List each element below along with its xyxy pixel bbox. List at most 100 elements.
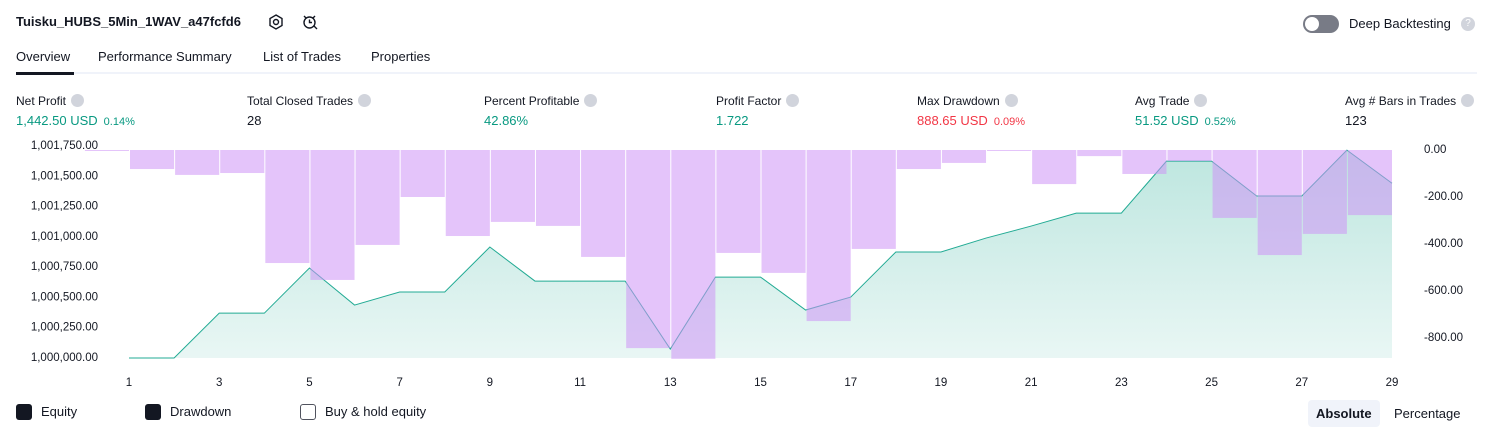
- drawdown-bar: [535, 150, 581, 226]
- info-icon[interactable]: [1194, 94, 1208, 107]
- stat-label-text: Avg # Bars in Trades: [1345, 94, 1457, 108]
- alert-icon[interactable]: [302, 14, 318, 30]
- x-tick-label: 1: [126, 377, 132, 389]
- drawdown-bar: [1122, 150, 1167, 174]
- legend-item[interactable]: Drawdown: [145, 404, 231, 420]
- drawdown-bar: [265, 150, 310, 264]
- stat-label-text: Net Profit: [16, 94, 67, 108]
- strategy-title: Tuisku_HUBS_5Min_1WAV_a47fcfd6: [16, 14, 241, 29]
- x-tick-label: 3: [216, 377, 222, 389]
- info-icon[interactable]: [786, 94, 800, 107]
- mode-button[interactable]: Absolute: [1308, 400, 1380, 427]
- stat-label-text: Avg Trade: [1135, 94, 1190, 108]
- stat-label: Max Drawdown: [917, 94, 1018, 108]
- settings-icon[interactable]: [268, 14, 284, 30]
- y-tick-label: 1,001,000.00: [31, 231, 98, 243]
- y-tick-label: 1,000,500.00: [31, 291, 98, 303]
- drawdown-bar: [445, 150, 490, 237]
- stat-label: Avg Trade: [1135, 94, 1208, 108]
- x-tick-label: 23: [1115, 377, 1128, 389]
- y-tick-label: 1,001,250.00: [31, 201, 98, 213]
- x-tick-label: 17: [844, 377, 857, 389]
- drawdown-bar: [84, 150, 129, 151]
- stat-value: 1.722: [716, 113, 749, 128]
- stat-value: 51.52 USD 0.52%: [1135, 113, 1236, 128]
- tab[interactable]: Overview: [16, 49, 71, 64]
- info-icon[interactable]: [584, 94, 598, 107]
- drawdown-bar: [626, 150, 671, 349]
- drawdown-bar: [716, 150, 761, 253]
- stat-value-text: 42.86%: [484, 113, 529, 128]
- stat-label-text: Profit Factor: [716, 94, 782, 108]
- drawdown-bar: [490, 150, 535, 222]
- stat-value: 28: [247, 113, 261, 128]
- legend-label: Drawdown: [170, 404, 232, 419]
- stat-label: Avg # Bars in Trades: [1345, 94, 1475, 108]
- info-icon[interactable]: [1004, 94, 1018, 107]
- y2-tick-label: -400.00: [1424, 238, 1463, 250]
- stat-value-text: 1,442.50 USD: [16, 113, 98, 128]
- stat-change: 0.52%: [1204, 116, 1236, 128]
- drawdown-bar: [1212, 150, 1257, 218]
- x-tick-label: 29: [1386, 377, 1399, 389]
- drawdown-bar: [1167, 150, 1212, 162]
- drawdown-bar: [220, 150, 265, 174]
- drawdown-bar: [400, 150, 445, 197]
- drawdown-bar: [941, 150, 987, 163]
- x-tick-label: 5: [306, 377, 312, 389]
- tab-separator: [16, 72, 1477, 74]
- stat-label-text: Total Closed Trades: [247, 94, 354, 108]
- drawdown-bar: [1257, 150, 1302, 256]
- drawdown-bar: [175, 150, 220, 175]
- info-icon[interactable]: [358, 94, 372, 107]
- stat-label-text: Max Drawdown: [917, 94, 1000, 108]
- stat-label: Profit Factor: [716, 94, 800, 108]
- stat-value: 888.65 USD 0.09%: [917, 113, 1025, 128]
- x-tick-label: 9: [487, 377, 493, 389]
- stat-value: 123: [1345, 113, 1367, 128]
- y2-tick-label: -800.00: [1424, 332, 1463, 344]
- tab[interactable]: List of Trades: [263, 49, 342, 64]
- stat-label: Total Closed Trades: [247, 94, 372, 108]
- drawdown-bar: [1347, 150, 1392, 216]
- x-tick-label: 25: [1205, 377, 1218, 389]
- drawdown-bar: [806, 150, 851, 322]
- legend-item[interactable]: Buy & hold equity: [300, 404, 426, 420]
- help-icon[interactable]: ?: [1461, 17, 1475, 31]
- stat-value: 1,442.50 USD 0.14%: [16, 113, 135, 128]
- x-tick-label: 27: [1295, 377, 1308, 389]
- mode-button[interactable]: Percentage: [1394, 406, 1461, 421]
- info-icon[interactable]: [71, 94, 85, 107]
- stat-label-text: Percent Profitable: [484, 94, 580, 108]
- drawdown-bar: [851, 150, 896, 249]
- tab[interactable]: Performance Summary: [98, 49, 232, 64]
- drawdown-bar: [355, 150, 400, 245]
- legend-label: Buy & hold equity: [325, 404, 427, 419]
- y-tick-label: 1,000,000.00: [31, 352, 98, 364]
- x-tick-label: 13: [664, 377, 677, 389]
- legend-item[interactable]: Equity: [16, 404, 77, 420]
- drawdown-bar: [130, 150, 175, 170]
- y2-tick-label: -600.00: [1424, 285, 1463, 297]
- y2-tick-label: -200.00: [1424, 191, 1463, 203]
- drawdown-bar: [761, 150, 806, 273]
- y-tick-label: 1,000,750.00: [31, 261, 98, 273]
- x-tick-label: 7: [396, 377, 402, 389]
- stat-change: 0.09%: [993, 116, 1026, 128]
- x-tick-label: 21: [1025, 377, 1038, 389]
- deep-backtesting-toggle[interactable]: [1303, 15, 1339, 33]
- info-icon[interactable]: [1461, 94, 1475, 107]
- toggle-label: Deep Backtesting: [1349, 16, 1451, 31]
- tab[interactable]: Properties: [371, 49, 431, 64]
- drawdown-bar: [1032, 150, 1077, 185]
- x-tick-label: 15: [754, 377, 767, 389]
- stat-change: 0.14%: [103, 116, 135, 128]
- x-tick-label: 11: [574, 377, 586, 389]
- drawdown-bar: [1077, 150, 1122, 157]
- stat-value-text: 28: [247, 113, 262, 128]
- drawdown-bar: [1302, 150, 1347, 234]
- y-tick-label: 1,000,250.00: [31, 322, 98, 334]
- equity-area: [129, 150, 1392, 358]
- drawdown-bar: [896, 150, 941, 170]
